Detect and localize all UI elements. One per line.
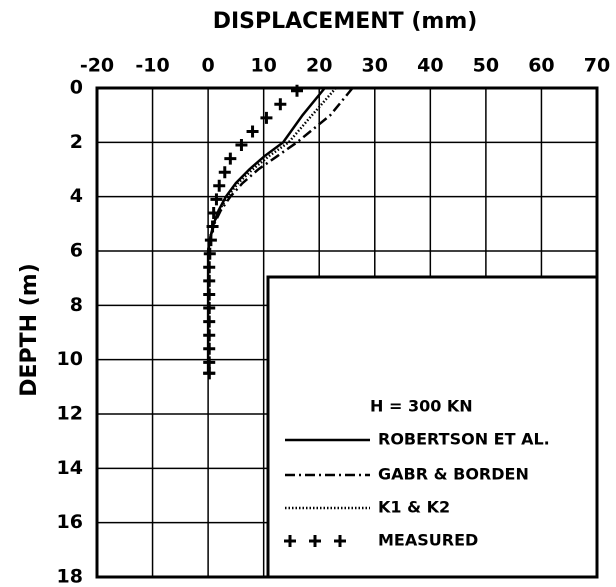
marker	[203, 315, 216, 328]
y-tick-label: 0	[70, 77, 83, 99]
legend-label: K1 & K2	[378, 498, 450, 517]
marker	[203, 302, 216, 315]
marker	[213, 179, 226, 192]
marker	[206, 220, 219, 233]
legend-marker	[284, 535, 296, 547]
marker	[218, 166, 231, 179]
legend-label: MEASURED	[378, 531, 478, 550]
marker	[203, 342, 216, 355]
x-tick-label: 70	[584, 55, 610, 77]
marker	[274, 98, 287, 111]
y-tick-label: 16	[57, 511, 83, 533]
marker	[246, 125, 259, 138]
legend-label: GABR & BORDEN	[378, 465, 529, 484]
marker	[203, 329, 216, 342]
marker	[207, 206, 220, 219]
y-tick-label: 14	[57, 457, 83, 479]
x-tick-label: -20	[80, 55, 114, 77]
y-tick-label: 2	[70, 131, 83, 153]
legend-label: ROBERTSON ET AL.	[378, 430, 550, 449]
x-tick-label: 20	[306, 55, 332, 77]
marker	[203, 288, 216, 301]
line	[206, 87, 337, 252]
marker	[203, 247, 216, 260]
x-tick-label: 10	[250, 55, 276, 77]
x-tick-label: 60	[528, 55, 554, 77]
x-tick-label: 30	[362, 55, 388, 77]
y-tick-label: 4	[70, 185, 83, 207]
marker	[203, 356, 216, 369]
marker	[260, 111, 273, 124]
line	[206, 87, 354, 252]
marker	[210, 193, 223, 206]
legend-marker	[334, 535, 346, 547]
marker	[235, 139, 248, 152]
marker	[203, 367, 216, 380]
legend-box	[266, 275, 599, 579]
marker	[291, 84, 303, 97]
legend-marker	[309, 535, 321, 547]
x-axis-title: DISPLACEMENT (mm)	[213, 9, 478, 34]
y-tick-label: 10	[57, 348, 83, 370]
x-tick-label: 50	[473, 55, 499, 77]
y-tick-label: 12	[57, 403, 83, 425]
annotation: H = 300 KN	[370, 397, 473, 416]
marker	[203, 261, 216, 274]
x-tick-label: -10	[135, 55, 169, 77]
x-tick-label: 40	[417, 55, 443, 77]
marker	[204, 234, 217, 247]
x-tick-label: 0	[201, 55, 214, 77]
y-axis-title: DEPTH (m)	[17, 263, 42, 397]
y-tick-label: 8	[70, 294, 83, 316]
marker	[203, 274, 216, 287]
y-tick-label: 6	[70, 240, 83, 262]
marker	[224, 152, 237, 165]
y-tick-label: 18	[57, 566, 83, 587]
